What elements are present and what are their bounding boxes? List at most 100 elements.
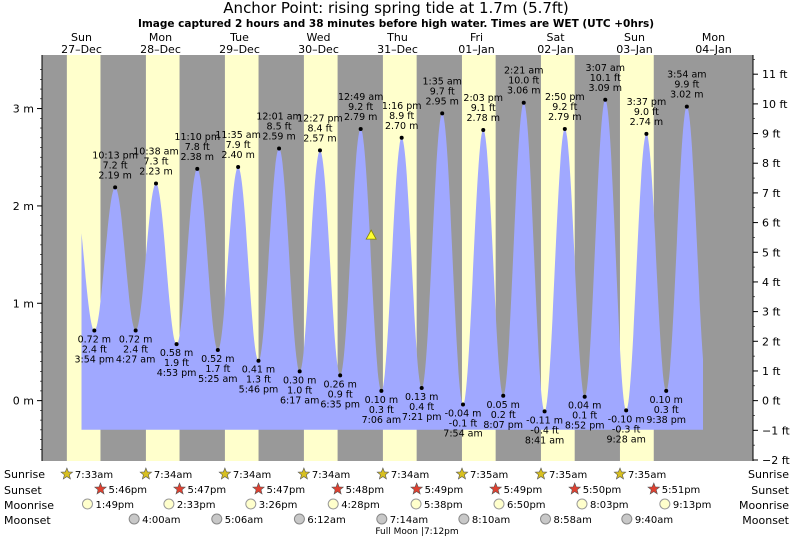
chart-subtitle: Image captured 2 hours and 38 minutes be… <box>138 18 654 30</box>
day-date: 01–Jan <box>458 43 494 56</box>
sunrise-row-label: Sunrise <box>4 468 45 481</box>
high-tide-m: 2.79 m <box>344 112 377 123</box>
low-tide-m: 0.10 m <box>365 395 398 406</box>
moonrise-icon <box>493 498 505 510</box>
moonrise-icon <box>245 498 257 510</box>
low-tide-m: 0.05 m <box>486 400 519 411</box>
moonrise-time: 9:13pm <box>673 500 712 511</box>
sunrise-time: 7:33am <box>75 470 113 481</box>
sunset-time: 5:46pm <box>108 485 147 496</box>
low-tide-ft: -0.3 ft <box>612 424 641 435</box>
low-tide-point <box>174 342 179 347</box>
low-tide-m: 0.30 m <box>283 375 316 386</box>
low-tide-m: 0.13 m <box>405 392 438 403</box>
sunset-time: 5:50pm <box>583 485 622 496</box>
sunset-time: 5:49pm <box>504 485 543 496</box>
sunset-icon <box>410 482 424 495</box>
high-tide-m: 2.78 m <box>467 113 500 124</box>
moonset-icon <box>128 513 140 525</box>
sunrise-icon <box>218 467 232 480</box>
moonset-time: 7:14am <box>390 515 428 526</box>
day-of-week: Sun <box>624 31 645 44</box>
low-tide-time: 5:25 am <box>198 374 237 385</box>
high-tide-point <box>358 126 363 131</box>
high-tide-ft: 7.9 ft <box>226 140 251 151</box>
day-of-week: Fri <box>470 31 483 44</box>
sunset-row-label: Sunset <box>4 484 42 497</box>
low-tide-ft: 1.7 ft <box>205 364 230 375</box>
sunrise-icon <box>613 467 627 480</box>
day-of-week: Sat <box>546 31 565 44</box>
low-tide-m: 0.72 m <box>78 335 111 346</box>
high-tide-ft: 9.2 ft <box>552 102 577 113</box>
sunrise-time: 7:35am <box>628 470 666 481</box>
sunrise-icon <box>455 467 469 480</box>
high-tide-point <box>684 104 689 109</box>
high-tide-ft: 9.9 ft <box>674 80 699 91</box>
moonset-icon <box>211 513 223 525</box>
high-tide-point <box>603 97 608 102</box>
low-tide-point <box>501 393 506 398</box>
high-tide-ft: 8.9 ft <box>389 111 414 122</box>
y-tick-label-ft: 6 ft <box>762 217 781 230</box>
high-tide-m: 2.95 m <box>425 96 458 107</box>
sunrise-time: 7:34am <box>391 470 429 481</box>
moonset-row-label: Moonset <box>4 514 51 527</box>
day-date: 02–Jan <box>537 43 573 56</box>
low-tide-point <box>624 408 629 413</box>
high-tide-point <box>644 131 649 136</box>
moonrise-row-label: Moonrise <box>4 499 54 512</box>
low-tide-ft: 0.3 ft <box>654 405 679 416</box>
plot-area <box>42 55 753 461</box>
high-tide-point <box>440 111 445 116</box>
day-of-week: Thu <box>386 31 408 44</box>
high-tide-ft: 10.1 ft <box>590 73 621 84</box>
high-tide-m: 2.38 m <box>181 152 214 163</box>
y-tick-label-ft: 2 ft <box>762 335 781 348</box>
moonset-time: 8:58am <box>554 515 592 526</box>
low-tide-m: 0.41 m <box>242 365 275 376</box>
high-tide-m: 2.57 m <box>303 133 336 144</box>
moonrise-icon <box>576 498 588 510</box>
sunrise-icon <box>534 467 548 480</box>
sunrise-time: 7:34am <box>154 470 192 481</box>
sunset-icon <box>252 482 265 495</box>
high-tide-time: 10:13 pm <box>92 150 138 161</box>
sunset-time: 5:47pm <box>267 485 306 496</box>
sunset-time: 5:49pm <box>425 485 464 496</box>
day-date: 31–Dec <box>377 43 418 56</box>
sunset-icon <box>568 482 582 495</box>
moonrise-time: 6:50pm <box>507 500 546 511</box>
low-tide-ft: 0.3 ft <box>369 405 394 416</box>
low-tide-point <box>582 394 587 399</box>
low-tide-ft: 1.0 ft <box>287 385 312 396</box>
high-tide-ft: 7.3 ft <box>143 157 168 168</box>
low-tide-time: 3:54 pm <box>75 355 115 366</box>
low-tide-point <box>256 358 261 363</box>
low-tide-point <box>379 388 384 393</box>
day-date: 28–Dec <box>140 43 181 56</box>
high-tide-point <box>113 185 118 190</box>
low-tide-point <box>338 373 343 378</box>
sunrise-row-label-right: Sunrise <box>748 468 789 481</box>
high-tide-time: 2:50 pm <box>545 92 585 103</box>
day-date: 04–Jan <box>695 43 731 56</box>
y-axis-meters: 0 m 1 m 2 m 3 m <box>13 55 43 461</box>
high-tide-time: 1:35 am <box>422 76 461 87</box>
tide-area <box>81 100 703 430</box>
moonrise-time: 4:28pm <box>341 500 380 511</box>
low-tide-ft: 0.9 ft <box>328 389 353 400</box>
moonset-row-label-right: Moonset <box>742 514 789 527</box>
y-tick-label-ft: 7 ft <box>762 187 781 200</box>
low-tide-ft: -0.1 ft <box>449 419 478 430</box>
y-tick-label-ft: 8 ft <box>762 157 781 170</box>
low-tide-m: 0.26 m <box>323 379 356 390</box>
high-tide-m: 3.02 m <box>670 90 703 101</box>
high-tide-m: 2.19 m <box>98 170 131 181</box>
day-header: Sun27–DecMon28–DecTue29–DecWed30–DecThu3… <box>61 31 732 56</box>
low-tide-ft: 1.9 ft <box>164 358 189 369</box>
sunrise-time: 7:34am <box>233 470 271 481</box>
low-tide-time: 4:27 am <box>116 355 155 366</box>
low-tide-point <box>542 409 547 414</box>
